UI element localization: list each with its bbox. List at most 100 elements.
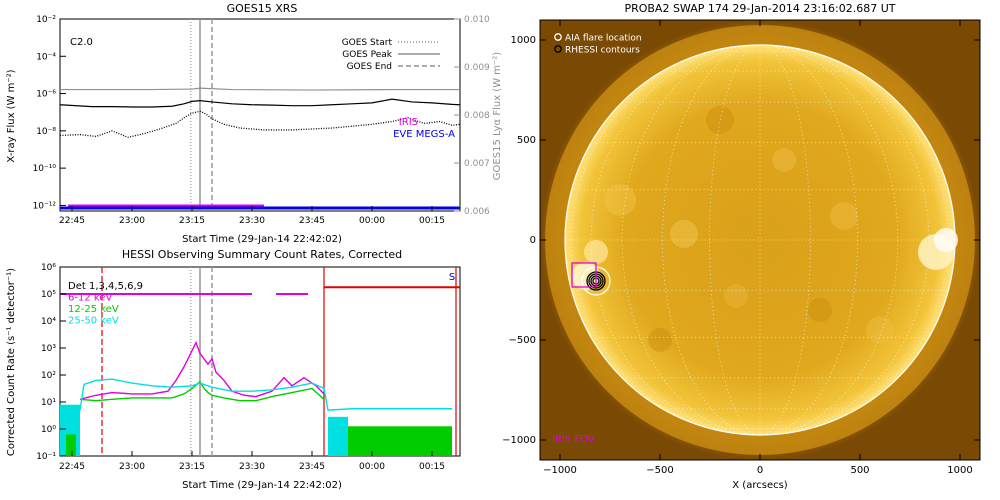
swap-xtick-label: −500 (646, 465, 673, 476)
swap-xtick-label: 500 (850, 465, 869, 476)
hessi-ytick-label: 10⁶ (41, 263, 56, 273)
swap-xtick-label: 1000 (947, 465, 972, 476)
goes-iris-annotation: IRIS (399, 117, 418, 128)
goes-legend-label: GOES Start (342, 38, 393, 48)
swap-xtick-label: 0 (757, 465, 763, 476)
swap-active-region (604, 184, 636, 216)
goes-plot-frame (59, 18, 461, 212)
swap-legend-label: RHESSI contours (565, 46, 640, 56)
goes-legend: GOES Start GOES Peak GOES End (342, 38, 440, 72)
hessi-ytick-label: 10⁵ (41, 290, 56, 300)
hessi-green-block-left (66, 434, 76, 456)
swap-legend-label: AIA flare location (565, 34, 642, 44)
goes-ytick-label: 10⁻⁸ (36, 127, 56, 137)
goes-legend-label: GOES Peak (342, 50, 392, 60)
hessi-xlabel: Start Time (29-Jan-14 22:42:02) (182, 480, 342, 491)
goes-ytick-right-label: 0.009 (464, 63, 490, 73)
hessi-xtick-label: 23:45 (299, 462, 325, 472)
goes-series-0 (60, 98, 460, 108)
swap-legend: AIA flare location RHESSI contours (554, 33, 642, 56)
goes-ylabel-right: GOES15 Lyα Flux (W m⁻²) (492, 52, 503, 180)
swap-limb-circle (564, 44, 956, 436)
goes-series-1 (60, 87, 460, 91)
swap-ytick-label: −500 (509, 335, 536, 346)
swap-title: PROBA2 SWAP 174 29-Jan-2014 23:16:02.687… (624, 2, 895, 15)
goes-ytick-right-label: 0.007 (464, 159, 490, 169)
goes-ytick-right-label: 0.006 (464, 207, 490, 217)
swap-iris-fov-label: IRIS FOV (552, 434, 595, 445)
hessi-series-1 (79, 380, 325, 402)
hessi-title: HESSI Observing Summary Count Rates, Cor… (122, 248, 402, 261)
hessi-ytick-label: 10⁴ (41, 317, 56, 327)
swap-ytick-label: 0 (530, 235, 536, 246)
hessi-legend-label: 6-12 keV (68, 293, 112, 304)
goes-xtick-label: 23:45 (299, 216, 325, 226)
goes-xtick-label: 22:45 (59, 216, 85, 226)
hessi-plot-frame (59, 266, 461, 457)
hessi-ylabel: Corrected Count Rate (s⁻¹ detector⁻¹) (6, 268, 17, 456)
hessi-xtick-label: 00:15 (419, 462, 445, 472)
swap-active-region (866, 316, 894, 344)
goes-xtick-label: 23:00 (119, 216, 145, 226)
goes-ytick-label: 10⁻⁴ (36, 52, 56, 62)
goes-ytick-label: 10⁻¹² (33, 201, 57, 211)
swap-active-region (724, 284, 748, 308)
hessi-ytick-label: 10⁰ (41, 425, 56, 435)
swap-grid-meridian (662, 44, 761, 436)
goes-ytick-label: 10⁻⁶ (36, 90, 56, 100)
swap-ytick-label: 500 (517, 135, 536, 146)
swap-iris-fov-box (571, 262, 597, 288)
goes-xtick-label: 00:00 (359, 216, 385, 226)
swap-active-region (830, 202, 858, 230)
goes-xtick-label: 00:15 (419, 216, 445, 226)
hessi-xtick-label: 23:00 (119, 462, 145, 472)
swap-grid-meridian (759, 44, 949, 436)
swap-active-region (670, 220, 698, 248)
goes-eve-annotation: EVE MEGS-A (393, 129, 455, 140)
swap-active-region (706, 106, 734, 134)
hessi-ytick-label: 10⁻¹ (36, 452, 56, 462)
swap-active-region (808, 298, 832, 322)
goes-ytick-right-label: 0.010 (464, 15, 490, 25)
hessi-xtick-label: 23:15 (179, 462, 205, 472)
hessi-series-0 (79, 340, 325, 400)
goes-xtick-label: 23:30 (239, 216, 265, 226)
hessi-ytick-label: 10³ (41, 344, 56, 354)
swap-ytick-label: 1000 (511, 35, 536, 46)
goes-title: GOES15 XRS (227, 2, 298, 15)
hessi-xtick-label: 22:45 (59, 462, 85, 472)
swap-solar-disk (565, 45, 955, 435)
hessi-legend-label: 12-25 keV (68, 304, 119, 315)
goes-ytick-label: 10⁻¹⁰ (33, 164, 57, 174)
swap-xlabel: X (arcsecs) (732, 480, 788, 491)
goes-ylabel: X-ray Flux (W m⁻²) (6, 69, 17, 162)
hessi-cyan-block-right (328, 416, 348, 456)
goes-class-label: C2.0 (70, 37, 93, 48)
hessi-legend-label: Det 1,3,4,5,6,9 (68, 281, 143, 292)
swap-disk-texture (564, 44, 958, 436)
hessi-xtick-label: 23:30 (239, 462, 265, 472)
goes-xtick-label: 23:15 (179, 216, 205, 226)
hessi-s-annotation: S (449, 272, 455, 283)
swap-active-region (772, 148, 796, 172)
hessi-series-2 (60, 378, 452, 411)
goes-ytick-right-label: 0.008 (464, 111, 490, 121)
swap-xtick-label: −1000 (543, 465, 577, 476)
hessi-green-block-right (348, 426, 452, 456)
goes-ytick-label: 10⁻² (36, 15, 56, 25)
swap-legend-swatch (554, 45, 562, 53)
swap-legend-swatch (554, 33, 562, 41)
goes-xlabel: Start Time (29-Jan-14 22:42:02) (182, 234, 342, 245)
swap-grid-meridian (571, 44, 761, 436)
swap-active-region (648, 328, 672, 352)
hessi-ytick-label: 10² (41, 371, 56, 381)
swap-ytick-label: −1000 (502, 435, 536, 446)
hessi-xtick-label: 00:00 (359, 462, 385, 472)
goes-xrs-panel: GOES15 XRS 22:45 23:00 23:15 23:30 23:45 00:0… (6, 2, 503, 245)
hessi-panel: HESSI Observing Summary Count Rates, Cor… (6, 248, 461, 491)
goes-series-2 (60, 110, 460, 139)
hessi-ytick-label: 10¹ (41, 398, 56, 408)
goes-legend-label: GOES End (347, 62, 392, 72)
